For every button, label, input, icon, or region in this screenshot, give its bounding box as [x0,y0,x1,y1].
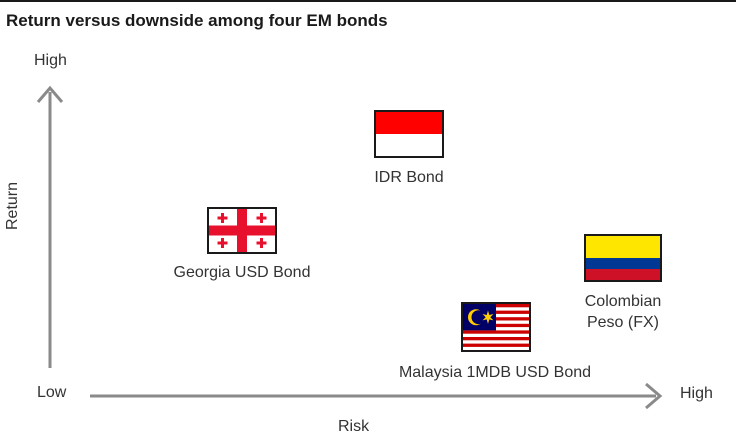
y-axis-high-label: High [34,52,67,69]
origin-low-label: Low [37,384,67,401]
colombia-flag [584,234,662,282]
colombian-peso-label: Colombian Peso (FX) [568,291,678,333]
x-axis-title: Risk [338,418,370,435]
x-axis-high-label: High [680,385,713,402]
georgia-flag [207,207,277,254]
indonesia-flag [374,110,444,158]
malaysia-1mdb-usd-bond-label: Malaysia 1MDB USD Bond [398,364,592,381]
colombian-peso-label-line2: Peso (FX) [586,314,659,331]
top-rule [0,0,736,2]
chart-title: Return versus downside among four EM bon… [6,11,388,30]
malaysia-flag [461,302,531,352]
georgia-usd-bond-label: Georgia USD Bond [173,264,311,281]
colombian-peso-label-line1: Colombian [584,293,662,310]
idr-bond-label: IDR Bond [374,169,444,186]
y-axis-title: Return [4,181,21,230]
